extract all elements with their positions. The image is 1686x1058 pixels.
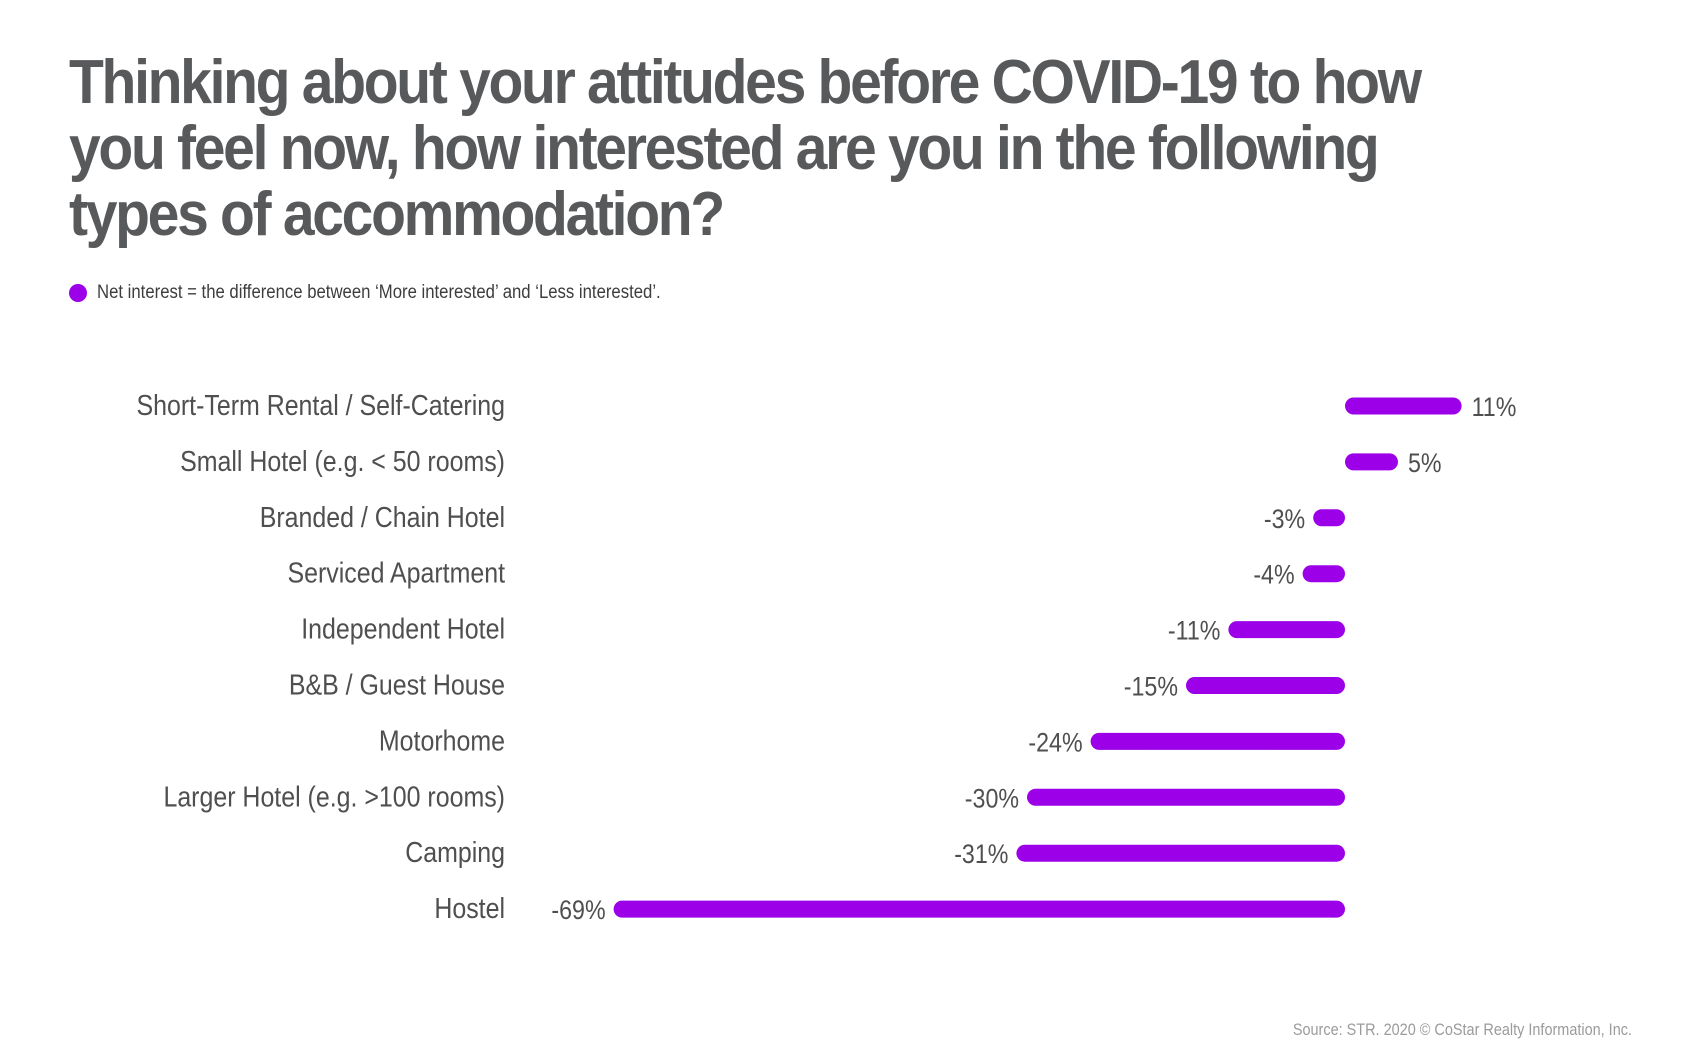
value-label: -3% — [1264, 504, 1305, 534]
bar — [1186, 677, 1345, 694]
value-label: -4% — [1253, 560, 1294, 590]
category-label: Branded / Chain Hotel — [260, 501, 505, 533]
category-label: Larger Hotel (e.g. >100 rooms) — [163, 781, 505, 813]
category-label: B&B / Guest House — [289, 669, 505, 701]
value-label: -30% — [965, 784, 1019, 814]
category-label: Independent Hotel — [301, 613, 505, 645]
category-label: Small Hotel (e.g. < 50 rooms) — [180, 445, 505, 477]
category-label: Camping — [405, 836, 505, 868]
bar — [1302, 565, 1345, 583]
category-label: Motorhome — [379, 725, 505, 757]
bar — [1016, 844, 1345, 862]
chart-title: Thinking about your attitudes before COV… — [69, 48, 1422, 249]
bar-rows: Short-Term Rental / Self-Catering 11% Smal… — [137, 389, 1517, 925]
category-label: Short-Term Rental / Self-Catering — [137, 389, 505, 421]
bar — [1345, 397, 1462, 415]
source-note: Source: STR. 2020 © CoStar Realty Inform… — [1292, 1020, 1632, 1039]
legend: Net interest = the difference between ‘M… — [69, 282, 738, 304]
legend-text: Net interest = the difference between ‘M… — [97, 282, 661, 303]
value-label: -31% — [954, 840, 1008, 870]
bar — [1228, 621, 1345, 639]
bar — [1090, 732, 1345, 750]
value-label: 11% — [1472, 392, 1517, 422]
value-label: -69% — [551, 896, 605, 926]
value-label: -15% — [1124, 672, 1178, 702]
category-label: Serviced Apartment — [287, 557, 505, 589]
bar — [613, 900, 1345, 918]
value-label: 5% — [1408, 448, 1442, 478]
category-label: Hostel — [434, 892, 505, 924]
value-label: -11% — [1168, 616, 1220, 646]
bar — [1027, 788, 1345, 806]
legend-marker — [69, 284, 87, 302]
bar — [1313, 509, 1345, 527]
bar — [1345, 453, 1398, 471]
value-label: -24% — [1028, 728, 1082, 758]
